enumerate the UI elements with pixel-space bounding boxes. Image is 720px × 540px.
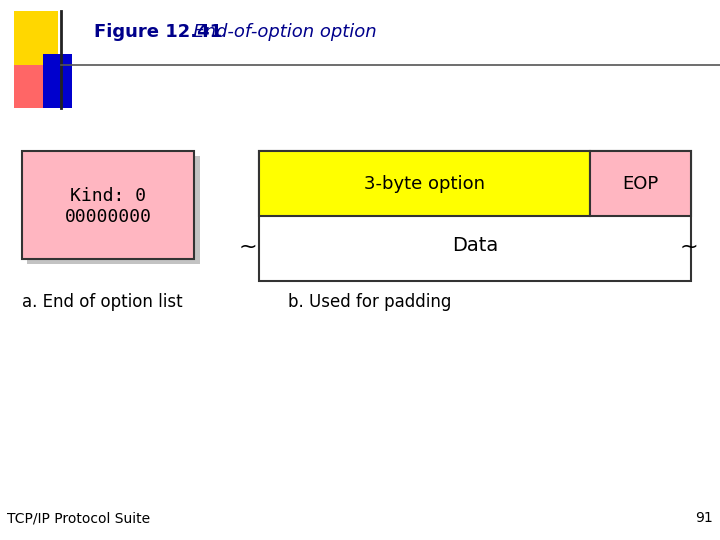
Text: Kind: 0
00000000: Kind: 0 00000000 bbox=[65, 187, 151, 226]
FancyBboxPatch shape bbox=[590, 151, 691, 216]
Text: a. End of option list: a. End of option list bbox=[22, 293, 182, 312]
Text: Figure 12.41: Figure 12.41 bbox=[94, 23, 222, 42]
FancyBboxPatch shape bbox=[259, 151, 590, 216]
FancyBboxPatch shape bbox=[27, 156, 200, 264]
FancyBboxPatch shape bbox=[14, 11, 58, 65]
FancyBboxPatch shape bbox=[259, 151, 691, 281]
FancyBboxPatch shape bbox=[22, 151, 194, 259]
Text: ~: ~ bbox=[680, 237, 698, 257]
Text: EOP: EOP bbox=[623, 174, 659, 193]
Text: End-of-option option: End-of-option option bbox=[176, 23, 377, 42]
FancyBboxPatch shape bbox=[43, 54, 72, 108]
Text: ~: ~ bbox=[239, 237, 258, 257]
Text: 91: 91 bbox=[695, 511, 713, 525]
Text: Data: Data bbox=[452, 236, 498, 255]
Text: b. Used for padding: b. Used for padding bbox=[288, 293, 451, 312]
Text: 3-byte option: 3-byte option bbox=[364, 174, 485, 193]
FancyBboxPatch shape bbox=[14, 65, 43, 108]
Text: TCP/IP Protocol Suite: TCP/IP Protocol Suite bbox=[7, 511, 150, 525]
